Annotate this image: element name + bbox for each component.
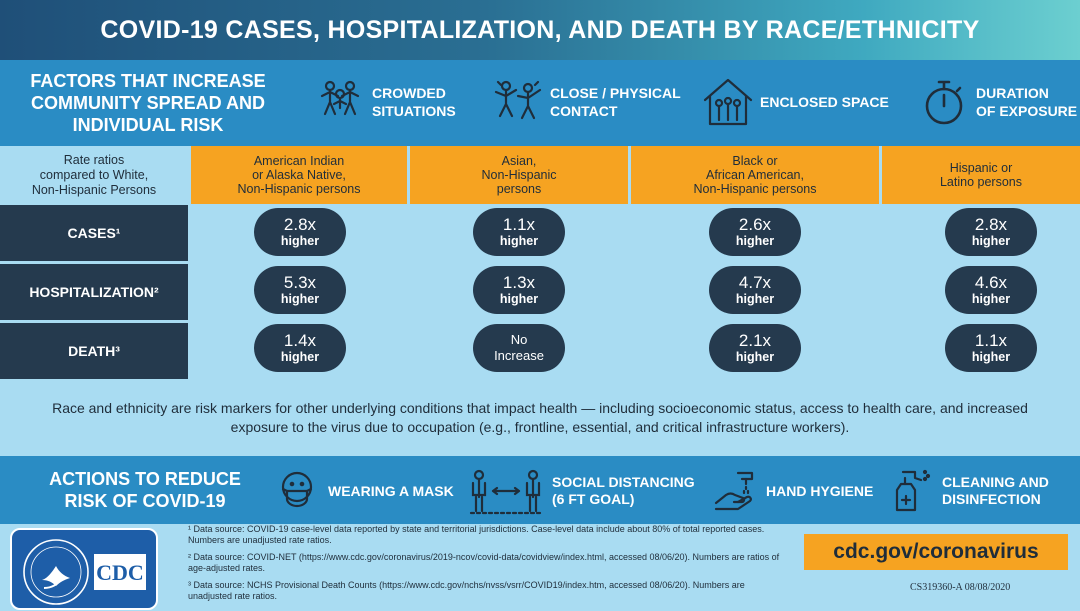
data-sources: ¹ Data source: COVID-19 case-level data …	[188, 524, 788, 608]
footer: CDC ¹ Data source: COVID-19 case-level d…	[0, 524, 1080, 611]
factors-heading: FACTORS THAT INCREASE COMMUNITY SPREAD A…	[30, 71, 266, 135]
house-icon	[700, 74, 756, 130]
factors-band: FACTORS THAT INCREASE COMMUNITY SPREAD A…	[0, 60, 1080, 146]
crowd-icon	[312, 74, 368, 130]
source-note: ² Data source: COVID-NET (https://www.cd…	[188, 552, 780, 573]
source-note: ¹ Data source: COVID-19 case-level data …	[188, 524, 765, 545]
rate-pill: No Increase	[473, 324, 565, 372]
factor-enclosed-space: ENCLOSED SPACE	[700, 74, 900, 130]
cdc-coronavirus-link[interactable]: cdc.gov/coronavirus	[804, 534, 1068, 570]
social-distance-icon	[466, 466, 546, 516]
row-label-hospitalization: HOSPITALIZATION²	[0, 264, 188, 320]
column-header-hispanic: Hispanic or Latino persons	[882, 146, 1080, 204]
factor-crowded: CROWDED SITUATIONS	[312, 74, 502, 130]
rate-pill: 1.3x higher	[473, 266, 565, 314]
people-contact-icon	[490, 74, 546, 130]
column-header-black: Black or African American, Non-Hispanic …	[631, 146, 879, 204]
factor-duration: DURATION OF EXPOSURE	[916, 74, 1080, 130]
row-label-cases: CASES¹	[0, 205, 188, 261]
mask-icon	[272, 466, 322, 516]
factor-close-contact: CLOSE / PHYSICAL CONTACT	[490, 74, 690, 130]
rate-pill: 1.1x higher	[945, 324, 1037, 372]
source-note: ³ Data source: NCHS Provisional Death Co…	[188, 580, 745, 601]
actions-heading: ACTIONS TO REDUCE RISK OF COVID-19	[49, 469, 241, 511]
column-header-asian: Asian, Non-Hispanic persons	[410, 146, 628, 204]
cdc-logo: CDC	[10, 528, 158, 610]
rate-pill: 1.1x higher	[473, 208, 565, 256]
rate-pill: 2.6x higher	[709, 208, 801, 256]
rate-pill: 1.4x higher	[254, 324, 346, 372]
table-corner-label: Rate ratios compared to White, Non-Hispa…	[0, 146, 188, 204]
rate-pill: 2.8x higher	[945, 208, 1037, 256]
rate-pill: 4.6x higher	[945, 266, 1037, 314]
action-social-distancing: SOCIAL DISTANCING (6 FT GOAL)	[466, 466, 695, 516]
page-title: COVID-19 CASES, HOSPITALIZATION, AND DEA…	[100, 15, 980, 44]
rate-pill: 2.8x higher	[254, 208, 346, 256]
cdc-logo-text: CDC	[96, 560, 144, 585]
spray-bottle-icon	[886, 466, 936, 516]
action-hand-hygiene: HAND HYGIENE	[710, 466, 873, 516]
document-code: CS319360-A 08/08/2020	[910, 582, 1011, 593]
rate-ratio-table: Rate ratios compared to White, Non-Hispa…	[0, 146, 1080, 379]
column-header-american-indian: American Indian or Alaska Native, Non-Hi…	[191, 146, 407, 204]
title-banner: COVID-19 CASES, HOSPITALIZATION, AND DEA…	[0, 0, 1080, 60]
row-label-death: DEATH³	[0, 323, 188, 379]
action-cleaning: CLEANING AND DISINFECTION	[886, 466, 1049, 516]
rate-pill: 5.3x higher	[254, 266, 346, 314]
rate-pill: 4.7x higher	[709, 266, 801, 314]
action-mask: WEARING A MASK	[272, 466, 454, 516]
risk-marker-note: Race and ethnicity are risk markers for …	[0, 379, 1080, 456]
actions-band: ACTIONS TO REDUCE RISK OF COVID-19 WEARI…	[0, 456, 1080, 524]
stopwatch-icon	[916, 74, 972, 130]
rate-pill: 2.1x higher	[709, 324, 801, 372]
hand-washing-icon	[710, 466, 760, 516]
